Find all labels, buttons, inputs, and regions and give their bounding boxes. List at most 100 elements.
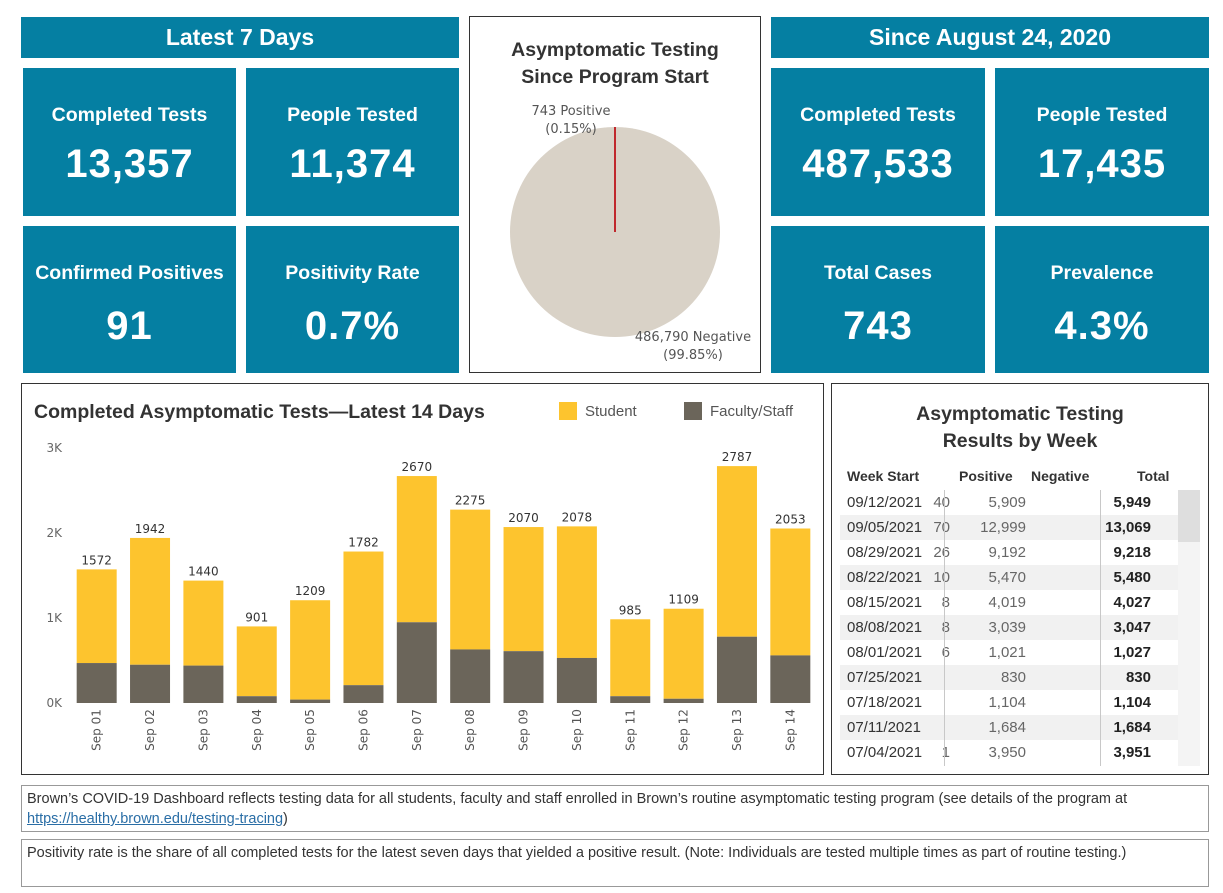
table-row[interactable]: 08/08/2021 8 3,039 3,047 xyxy=(840,615,1180,640)
x-tick-label: Sep 03 xyxy=(196,709,210,751)
column-header-total[interactable]: Total xyxy=(1137,468,1170,484)
bar-student[interactable] xyxy=(183,580,224,666)
legend-swatch-faculty-staff xyxy=(684,402,702,420)
table-row[interactable]: 07/25/2021 830 830 xyxy=(840,665,1180,690)
bar-student[interactable] xyxy=(716,466,757,637)
bar-faculty-staff[interactable] xyxy=(610,696,651,703)
column-header-positive[interactable]: Positive xyxy=(959,468,1013,484)
tile-positivity-rate-7d[interactable]: Positivity Rate 0.7% xyxy=(246,226,459,373)
bar-total-label: 1440 xyxy=(188,565,219,579)
bar-faculty-staff[interactable] xyxy=(450,649,491,703)
x-tick-label: Sep 09 xyxy=(517,709,531,751)
table-row[interactable]: 08/22/2021 10 5,470 5,480 xyxy=(840,565,1180,590)
tile-total-cases[interactable]: Total Cases 743 xyxy=(771,226,985,373)
cell-negative: 12,999 xyxy=(980,519,1026,536)
table-row[interactable]: 09/12/2021 40 5,909 5,949 xyxy=(840,490,1180,515)
tile-value: 0.7% xyxy=(304,304,401,348)
cell-week-start: 08/22/2021 xyxy=(847,569,923,586)
bar-student[interactable] xyxy=(770,528,811,656)
x-tick-label: Sep 06 xyxy=(356,709,370,751)
cell-week-start: 07/25/2021 xyxy=(847,669,923,686)
bar-faculty-staff[interactable] xyxy=(663,698,704,703)
tile-prevalence[interactable]: Prevalence 4.3% xyxy=(995,226,1209,373)
bar-total-label: 2275 xyxy=(455,494,486,508)
bar-student[interactable] xyxy=(343,551,384,686)
tile-completed-tests-7d[interactable]: Completed Tests 13,357 xyxy=(23,68,236,216)
bar-student[interactable] xyxy=(663,608,704,699)
table-row[interactable]: 07/04/2021 1 3,950 3,951 xyxy=(840,740,1180,765)
bar-total-label: 1942 xyxy=(135,522,166,536)
bar-total-label: 1209 xyxy=(295,584,326,598)
cell-total: 1,027 xyxy=(1113,644,1151,661)
legend-item-faculty-staff[interactable]: Faculty/Staff xyxy=(684,402,793,420)
cell-negative: 5,470 xyxy=(988,569,1026,586)
cell-total: 1,104 xyxy=(1113,694,1151,711)
table-header-row: Week Start Positive Negative Total xyxy=(832,468,1208,490)
table-scrollbar-thumb[interactable] xyxy=(1178,490,1200,542)
pie-title-line2: Since Program Start xyxy=(521,66,709,88)
tile-people-tested-7d[interactable]: People Tested 11,374 xyxy=(246,68,459,216)
table-row[interactable]: 08/29/2021 26 9,192 9,218 xyxy=(840,540,1180,565)
bar-student[interactable] xyxy=(76,569,117,664)
bar-student[interactable] xyxy=(396,476,437,623)
tile-label: Confirmed Positives xyxy=(35,262,224,284)
bar-faculty-staff[interactable] xyxy=(556,657,597,703)
cell-negative: 1,104 xyxy=(988,694,1026,711)
bar-student[interactable] xyxy=(556,526,597,658)
bar-student[interactable] xyxy=(503,527,544,652)
table-scrollbar[interactable] xyxy=(1178,490,1200,766)
table-row[interactable]: 08/01/2021 6 1,021 1,027 xyxy=(840,640,1180,665)
table-row[interactable]: 07/18/2021 1,104 1,104 xyxy=(840,690,1180,715)
bar-student[interactable] xyxy=(236,626,277,697)
bar-student[interactable] xyxy=(290,600,331,700)
cell-negative: 5,909 xyxy=(988,494,1026,511)
bar-faculty-staff[interactable] xyxy=(770,655,811,703)
bar-faculty-staff[interactable] xyxy=(290,699,331,703)
pie-negative-count: 486,790 Negative xyxy=(634,330,752,345)
pie-chart[interactable] xyxy=(470,17,760,372)
x-tick-label: Sep 01 xyxy=(90,709,104,751)
cell-positive: 8 xyxy=(941,619,950,636)
testing-tracing-link[interactable]: https://healthy.brown.edu/testing-tracin… xyxy=(27,811,284,827)
bar-faculty-staff[interactable] xyxy=(396,622,437,703)
tile-label: People Tested xyxy=(1036,104,1168,126)
bar-total-label: 1109 xyxy=(668,593,699,607)
tile-value: 11,374 xyxy=(289,142,416,186)
bar-total-label: 1572 xyxy=(81,553,112,567)
bar-student[interactable] xyxy=(610,619,651,697)
column-header-week-start[interactable]: Week Start xyxy=(847,468,920,484)
table-row[interactable]: 09/05/2021 70 12,999 13,069 xyxy=(840,515,1180,540)
tile-value: 743 xyxy=(843,304,913,348)
table-row[interactable]: 07/11/2021 1,684 1,684 xyxy=(840,715,1180,740)
bar-faculty-staff[interactable] xyxy=(130,664,171,703)
bar-faculty-staff[interactable] xyxy=(76,663,117,703)
table-row[interactable]: 08/15/2021 8 4,019 4,027 xyxy=(840,590,1180,615)
tile-people-tested-total[interactable]: People Tested 17,435 xyxy=(995,68,1209,216)
cell-positive: 26 xyxy=(933,544,950,561)
bar-faculty-staff[interactable] xyxy=(343,685,384,703)
bar-total-label: 2053 xyxy=(775,512,806,526)
cell-positive: 1 xyxy=(941,744,950,761)
bar-faculty-staff[interactable] xyxy=(503,651,544,703)
bar-faculty-staff[interactable] xyxy=(236,696,277,703)
latest-7-days-title: Latest 7 Days xyxy=(165,24,315,50)
bar-total-label: 2670 xyxy=(402,460,433,474)
cell-negative: 3,950 xyxy=(988,744,1026,761)
tile-label: Completed Tests xyxy=(800,104,956,126)
bar-total-label: 2078 xyxy=(562,510,593,524)
bar-faculty-staff[interactable] xyxy=(183,665,224,703)
legend-swatch-student xyxy=(559,402,577,420)
bar-faculty-staff[interactable] xyxy=(716,636,757,703)
tile-completed-tests-total[interactable]: Completed Tests 487,533 xyxy=(771,68,985,216)
pie-negative-label: 486,790 Negative (99.85%) xyxy=(630,329,756,365)
bar-student[interactable] xyxy=(450,509,491,650)
column-header-negative[interactable]: Negative xyxy=(1031,468,1090,484)
cell-positive: 6 xyxy=(941,644,950,661)
tile-label: Total Cases xyxy=(823,262,932,284)
tile-value: 487,533 xyxy=(802,142,954,186)
tile-confirmed-positives-7d[interactable]: Confirmed Positives 91 xyxy=(23,226,236,373)
cell-negative: 3,039 xyxy=(988,619,1026,636)
bar-student[interactable] xyxy=(130,537,171,665)
weekly-table-title: Asymptomatic Testing Results by Week xyxy=(832,401,1208,455)
legend-item-student[interactable]: Student xyxy=(559,402,637,420)
